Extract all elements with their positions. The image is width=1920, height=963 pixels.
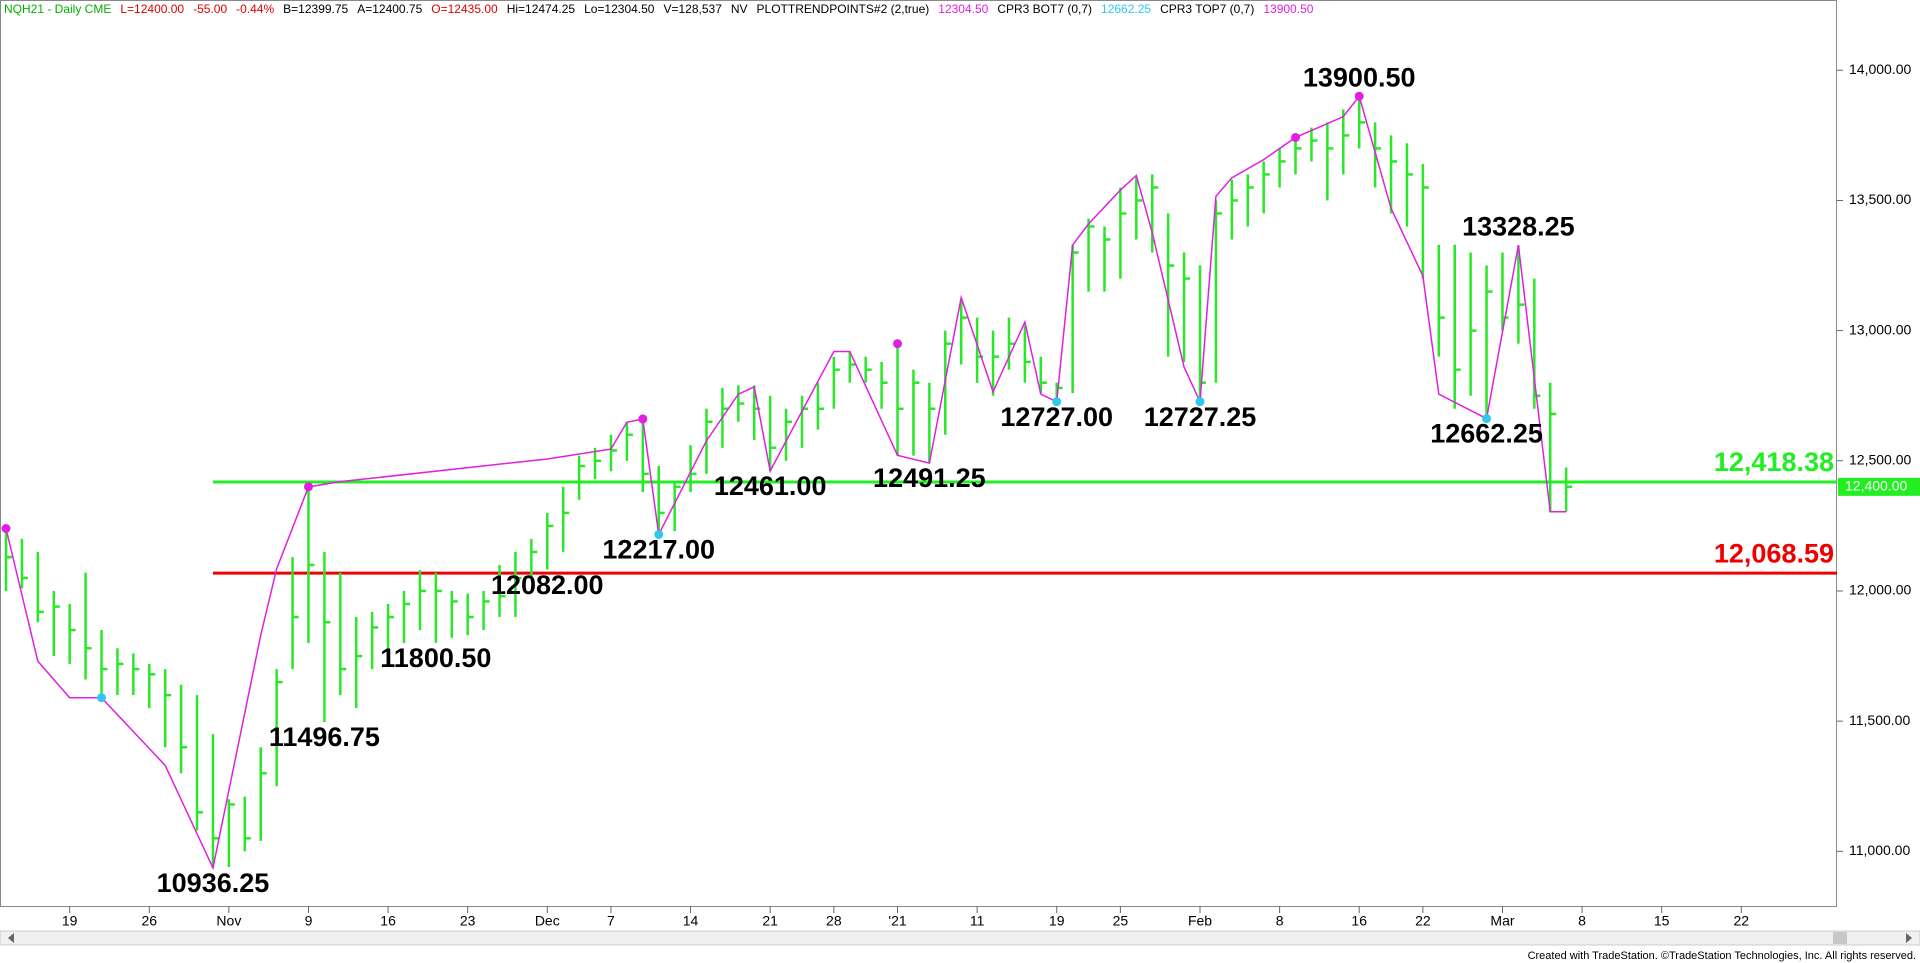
pivot-label: 13328.25 xyxy=(1462,211,1575,241)
y-tick-label: 13,500.00 xyxy=(1849,191,1911,207)
last-price-label: 12,400.00 xyxy=(1845,478,1907,494)
pivot-dot xyxy=(1354,91,1364,101)
pivot-dot xyxy=(638,414,648,424)
pivot-label: 12662.25 xyxy=(1430,419,1543,449)
x-tick-label: 15 xyxy=(1654,913,1670,929)
pivot-label: 12727.25 xyxy=(1144,402,1257,432)
y-tick-label: 11,000.00 xyxy=(1849,842,1910,858)
pivot-dot xyxy=(1195,397,1205,407)
symbol-header: NQH21 - Daily CME L=12400.00 -55.00 -0.44% B… xyxy=(4,2,1313,16)
x-tick-label: 22 xyxy=(1733,913,1749,929)
x-tick-label: 21 xyxy=(762,913,778,929)
x-tick-label: 7 xyxy=(607,913,615,929)
pivot-label: 12082.00 xyxy=(491,570,604,600)
header-item: A=12400.75 xyxy=(357,2,423,16)
header-item: B=12399.75 xyxy=(283,2,349,16)
level-label: 12,418.38 xyxy=(1714,447,1834,477)
y-tick-label: 14,000.00 xyxy=(1849,61,1911,77)
pivot-dot xyxy=(1482,414,1492,424)
pivot-label: 12461.00 xyxy=(714,471,827,501)
pivot-dot xyxy=(1,524,11,533)
header-item: Hi=12474.25 xyxy=(506,2,576,16)
x-tick-label: 9 xyxy=(305,913,313,929)
pivot-label: 12217.00 xyxy=(602,535,715,565)
last-price-box xyxy=(1838,477,1920,496)
pivot-dot xyxy=(97,693,107,703)
y-tick-label: 11,500.00 xyxy=(1849,712,1910,728)
header-item: 12304.50 xyxy=(938,2,989,16)
header-item: CPR3 BOT7 (0,7) xyxy=(997,2,1093,16)
header-item: O=12435.00 xyxy=(431,2,498,16)
level-label: 12,068.59 xyxy=(1714,538,1834,568)
x-tick-label: Nov xyxy=(216,913,241,929)
header-item: 12662.25 xyxy=(1101,2,1152,16)
scroll-left[interactable] xyxy=(8,933,14,943)
pivot-label: 13900.50 xyxy=(1303,62,1416,92)
pivot-label: 11496.75 xyxy=(269,722,380,752)
pivot-label: 11800.50 xyxy=(380,643,491,673)
header-item: PLOTTRENDPOINTS#2 (2,true) xyxy=(756,2,930,16)
x-tick-label: 19 xyxy=(62,913,78,929)
x-tick-label: Mar xyxy=(1490,913,1514,929)
footer: Created with TradeStation. ©TradeStation… xyxy=(1528,950,1916,962)
pivot-dot xyxy=(654,529,664,539)
header-item: Lo=12304.50 xyxy=(584,2,655,16)
scroll-thumb[interactable] xyxy=(1833,932,1847,944)
x-tick-label: 8 xyxy=(1276,913,1284,929)
header-item: -55.00 xyxy=(193,2,228,16)
pivot-dot xyxy=(893,339,903,349)
x-tick-label: 11 xyxy=(970,913,985,929)
scroll-right[interactable] xyxy=(1906,933,1912,943)
y-tick-label: 13,000.00 xyxy=(1849,321,1911,337)
x-tick-label: 25 xyxy=(1113,913,1129,929)
y-tick-label: 12,500.00 xyxy=(1849,452,1911,468)
pivot-label: 10936.25 xyxy=(157,868,270,898)
scrollbar[interactable] xyxy=(0,930,1920,946)
y-tick-label: 12,000.00 xyxy=(1849,582,1911,598)
pivot-label: 12727.00 xyxy=(1000,402,1113,432)
header-item: L=12400.00 xyxy=(120,2,185,16)
pivot-dot xyxy=(1291,132,1301,142)
x-tick-label: 8 xyxy=(1578,913,1586,929)
pivot-dot xyxy=(303,482,313,492)
x-tick-label: Dec xyxy=(535,913,560,929)
x-tick-label: 28 xyxy=(826,913,842,929)
header-item: NQH21 - Daily CME xyxy=(4,2,112,16)
x-tick-label: 23 xyxy=(460,913,476,929)
header-item: -0.44% xyxy=(236,2,275,16)
header-item: NV xyxy=(730,2,748,16)
pivot-dot xyxy=(1052,397,1062,407)
x-tick-label: 16 xyxy=(380,913,396,929)
x-tick-label: '21 xyxy=(888,913,906,929)
x-tick-label: 26 xyxy=(141,913,157,929)
header-item: 13900.50 xyxy=(1263,2,1314,16)
x-tick-label: 19 xyxy=(1049,913,1065,929)
x-tick-label: 14 xyxy=(683,913,699,929)
x-tick-label: 16 xyxy=(1351,913,1367,929)
header-item: V=128,537 xyxy=(663,2,722,16)
x-tick-label: 22 xyxy=(1415,913,1431,929)
pivot-label: 12491.25 xyxy=(873,463,986,493)
x-tick-label: Feb xyxy=(1188,913,1212,929)
trend-line xyxy=(5,94,1567,871)
plot-frame xyxy=(0,0,1837,907)
header-item: CPR3 TOP7 (0,7) xyxy=(1160,2,1255,16)
